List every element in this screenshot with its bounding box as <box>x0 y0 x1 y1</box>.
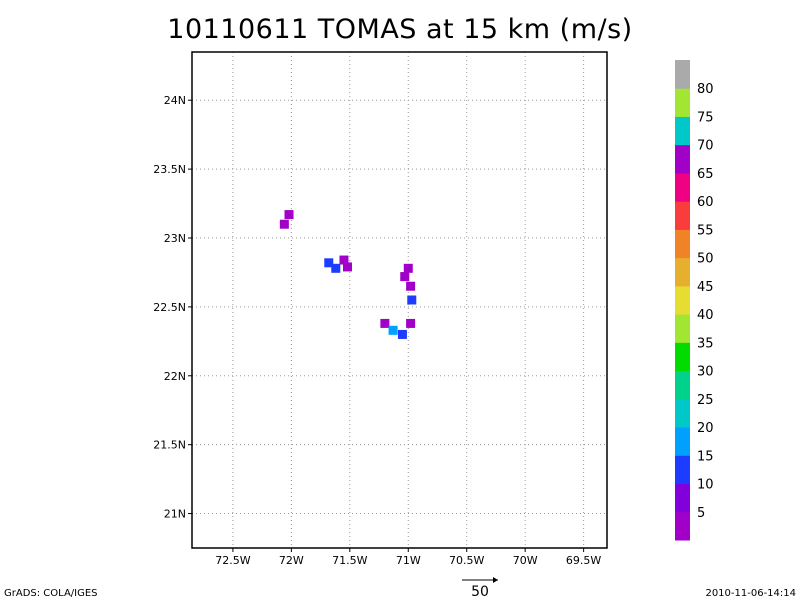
wind-cell <box>324 258 334 268</box>
colorbar-swatch <box>675 88 690 117</box>
colorbar-label: 30 <box>697 365 714 380</box>
colorbar-swatch <box>675 60 690 89</box>
colorbar-label: 65 <box>697 167 714 182</box>
colorbar: 5 10 15 20 25 30 35 40 45 50 55 60 65 70 75 80 <box>675 60 714 541</box>
colorbar-label: 5 <box>697 506 705 521</box>
wind-cell <box>342 262 352 272</box>
y-tick-label: 24N <box>164 94 186 107</box>
x-tick-label: 69.5W <box>566 554 601 567</box>
y-tick-label: 23.5N <box>153 163 186 176</box>
wind-cell <box>403 263 413 273</box>
colorbar-swatch <box>675 370 690 400</box>
colorbar-label: 25 <box>697 393 714 408</box>
map-title: 10110611 TOMAS at 15 km (m/s) <box>167 14 633 45</box>
x-tick-label: 72.5W <box>215 554 250 567</box>
reference-vector <box>462 577 498 583</box>
colorbar-label: 20 <box>697 421 714 436</box>
colorbar-label: 40 <box>697 308 714 323</box>
x-tick-label: 72W <box>279 554 304 567</box>
colorbar-label: 15 <box>697 449 714 464</box>
plot-area: 72.5W 72W 71.5W 71W 70.5W 70W 69.5W 21N 21.5N 22N… <box>153 51 608 567</box>
colorbar-swatch <box>675 398 690 428</box>
plot-frame <box>191 51 608 549</box>
wind-cell <box>284 210 294 220</box>
reference-vector-label: 50 <box>471 584 489 600</box>
x-tick-label: 70.5W <box>449 554 484 567</box>
colorbar-swatch <box>675 285 690 315</box>
colorbar-label: 35 <box>697 336 714 351</box>
footer-credit: GrADS: COLA/IGES <box>4 588 98 599</box>
colorbar-swatch <box>675 455 690 485</box>
colorbar-label: 45 <box>697 280 714 295</box>
wind-cell <box>339 255 349 265</box>
wind-cell <box>406 281 416 291</box>
colorbar-swatch <box>675 257 690 287</box>
y-tick-label: 21N <box>164 508 186 521</box>
colorbar-swatch <box>675 342 690 372</box>
colorbar-swatch <box>675 144 690 174</box>
colorbar-label: 50 <box>697 252 714 267</box>
wind-cell <box>406 318 416 328</box>
y-tick-label: 22N <box>164 370 186 383</box>
colorbar-label: 60 <box>697 195 714 210</box>
wind-cell <box>331 263 341 273</box>
colorbar-swatch <box>675 201 690 230</box>
colorbar-swatch <box>675 172 690 202</box>
colorbar-swatch <box>675 483 690 513</box>
colorbar-swatch <box>675 229 690 259</box>
wind-cell <box>400 272 410 282</box>
colorbar-label: 70 <box>697 139 714 154</box>
colorbar-swatch <box>675 427 690 456</box>
wind-cell <box>279 219 289 229</box>
colorbar-swatch <box>675 511 690 541</box>
colorbar-label: 80 <box>697 82 714 97</box>
wind-cell <box>397 329 407 339</box>
y-tick-label: 23N <box>164 232 186 245</box>
x-tick-label: 70W <box>513 554 538 567</box>
colorbar-swatch <box>675 116 690 146</box>
wind-cell <box>380 318 390 328</box>
x-tick-label: 71W <box>396 554 421 567</box>
reference-vector-arrowhead <box>493 577 498 583</box>
colorbar-label: 55 <box>697 223 714 238</box>
x-tick-label: 71.5W <box>332 554 367 567</box>
colorbar-swatch <box>675 314 690 343</box>
colorbar-label: 75 <box>697 110 714 125</box>
wind-cell <box>407 295 417 305</box>
y-tick-label: 21.5N <box>153 439 186 452</box>
wind-cell <box>388 325 398 335</box>
y-tick-label: 22.5N <box>153 301 186 314</box>
colorbar-label: 10 <box>697 478 714 493</box>
footer-timestamp: 2010-11-06-14:14 <box>705 588 796 599</box>
